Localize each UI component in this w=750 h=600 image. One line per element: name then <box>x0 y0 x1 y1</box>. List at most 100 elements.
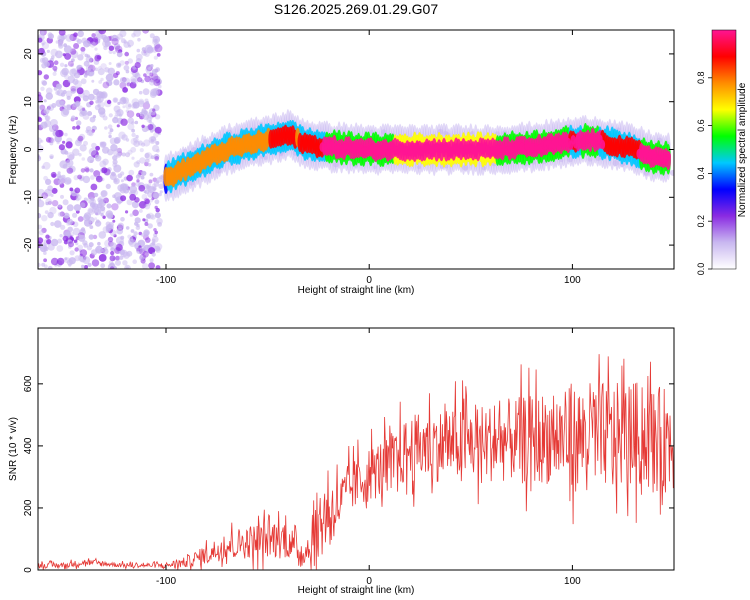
spectrogram-x-label: Height of straight line (km) <box>298 285 415 296</box>
heatmap-noise-cell <box>92 115 97 119</box>
heatmap-noise-cell <box>65 141 73 149</box>
heatmap-noise-cell <box>127 104 132 108</box>
heatmap-noise-cell <box>50 48 58 57</box>
heatmap-noise-cell <box>45 198 53 206</box>
heatmap-noise-cell <box>132 209 139 217</box>
heatmap-noise-cell <box>47 185 53 192</box>
heatmap-noise-cell <box>62 235 69 242</box>
spectrogram-y-label: Frequency (Hz) <box>8 116 19 185</box>
heatmap-noise-cell <box>135 134 139 139</box>
heatmap-noise-cell <box>125 152 131 158</box>
heatmap-noise-cell <box>94 154 100 160</box>
heatmap-noise-cell <box>112 72 119 79</box>
heatmap-noise-cell <box>98 231 107 239</box>
heatmap-noise-cell <box>119 81 127 89</box>
heatmap-noise-cell <box>112 266 117 269</box>
heatmap-noise-cell <box>142 113 150 120</box>
heatmap-noise-cell <box>139 111 144 117</box>
heatmap-noise-cell <box>123 77 131 85</box>
heatmap-noise-cell <box>80 78 87 85</box>
heatmap-noise-cell <box>152 108 156 112</box>
heatmap-noise-cell <box>128 169 135 176</box>
heatmap-noise-cell <box>148 179 153 184</box>
heatmap-noise-cell <box>40 86 45 92</box>
heatmap-noise-cell <box>38 224 43 230</box>
heatmap-noise-cell <box>81 107 86 111</box>
heatmap-noise-cell <box>65 104 71 109</box>
heatmap-noise-cell <box>120 249 128 257</box>
heatmap-noise-cell <box>152 144 160 152</box>
heatmap-noise-cell <box>83 60 90 67</box>
heatmap-noise-cell <box>59 234 63 238</box>
heatmap-noise-cell <box>45 92 53 100</box>
heatmap-noise-cell <box>74 247 79 252</box>
heatmap-noise-cell <box>133 30 141 37</box>
heatmap-noise-cell <box>41 227 47 234</box>
heatmap-noise-cell <box>82 256 91 265</box>
heatmap-noise-cell <box>38 111 41 117</box>
heatmap-noise-cell <box>82 89 90 98</box>
heatmap-noise-cell <box>127 58 133 64</box>
heatmap-noise-cell <box>126 250 133 257</box>
heatmap-noise-cell <box>56 89 64 97</box>
heatmap-noise-cell <box>71 58 75 62</box>
heatmap-scatter-cell <box>153 193 159 199</box>
heatmap-noise-cell <box>150 155 155 160</box>
heatmap-noise-cell <box>44 210 49 215</box>
heatmap-noise-cell <box>55 40 60 44</box>
spectrogram-x-tick-label: 100 <box>564 275 581 286</box>
heatmap-noise-cell <box>154 156 160 161</box>
heatmap-noise-cell <box>50 171 57 178</box>
heatmap-noise-cell <box>46 49 51 54</box>
heatmap-noise-cell <box>97 197 103 203</box>
heatmap-noise-cell <box>63 212 70 219</box>
heatmap-noise-cell <box>51 187 58 194</box>
heatmap-noise-cell <box>99 160 107 168</box>
colorbar-tick-label: 0.0 <box>696 263 706 276</box>
heatmap-noise-cell <box>122 105 126 109</box>
heatmap-noise-cell <box>153 55 158 60</box>
heatmap-noise-cell <box>113 136 121 144</box>
heatmap-noise-cell <box>112 219 116 223</box>
heatmap-noise-cell <box>53 87 58 91</box>
spectrogram-x-tick-label: 0 <box>366 275 372 286</box>
heatmap-noise-cell <box>58 42 63 47</box>
heatmap-noise-cell <box>67 226 73 233</box>
heatmap-noise-cell <box>112 116 119 124</box>
heatmap-noise-cell <box>87 155 95 164</box>
heatmap-noise-cell <box>87 262 92 267</box>
heatmap-noise-cell <box>92 36 99 43</box>
heatmap-noise-cell <box>42 161 51 170</box>
heatmap-noise-cell <box>56 173 62 179</box>
heatmap-noise-cell <box>116 200 122 205</box>
heatmap-noise-cell <box>59 62 65 67</box>
heatmap-noise-cell <box>142 171 147 176</box>
heatmap-noise-cell <box>116 124 120 128</box>
heatmap-noise-cell <box>112 155 118 161</box>
spectrogram-y-tick-label: 20 <box>23 48 34 60</box>
heatmap-noise-cell <box>110 262 114 266</box>
heatmap-noise-cell <box>112 97 119 103</box>
heatmap-noise-cell <box>115 243 123 251</box>
heatmap-noise-cell <box>53 60 59 65</box>
heatmap-noise-cell <box>83 243 89 248</box>
heatmap-noise-cell <box>73 32 78 37</box>
heatmap-noise-cell <box>148 120 152 124</box>
heatmap-noise-cell <box>128 44 132 48</box>
heatmap-noise-cell <box>38 94 43 103</box>
heatmap-noise-cell <box>113 177 120 185</box>
colorbar-gradient-bar <box>711 29 737 270</box>
heatmap-noise-cell <box>155 141 160 145</box>
heatmap-noise-cell <box>89 168 94 173</box>
heatmap-noise-cell <box>100 77 104 82</box>
heatmap-noise-cell <box>67 161 71 165</box>
heatmap-noise-cell <box>95 145 100 151</box>
heatmap-noise-cell <box>65 90 73 98</box>
heatmap-noise-cell <box>72 148 80 156</box>
heatmap-noise-cell <box>124 60 129 65</box>
heatmap-noise-cell <box>111 38 119 46</box>
heatmap-noise-cell <box>64 177 72 185</box>
heatmap-noise-cell <box>57 204 62 208</box>
heatmap-noise-cell <box>91 79 95 83</box>
heatmap-noise-cell <box>82 95 89 102</box>
